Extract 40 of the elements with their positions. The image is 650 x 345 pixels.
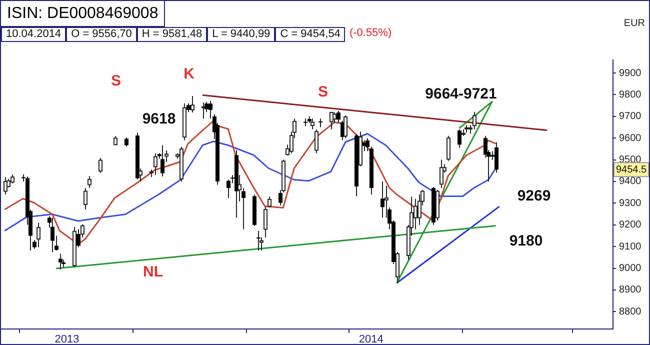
candlestick — [256, 230, 260, 251]
candlestick — [58, 253, 62, 270]
y-tick-label: 9300 — [619, 198, 642, 209]
y-tick-label: 9100 — [619, 241, 642, 252]
candlestick — [458, 128, 462, 148]
chart-title: ISIN: DE0008469008 — [7, 4, 158, 22]
x-tick-label: 2014 — [358, 334, 384, 345]
y-tick-label: 9400 — [619, 176, 642, 188]
y-tick-label: 9600 — [619, 132, 642, 144]
text: C = 9454,54 — [275, 27, 346, 42]
candlestick — [380, 180, 384, 218]
text: (-0.55%) — [348, 27, 393, 41]
candlestick — [494, 142, 498, 174]
text: O = 9556,70 — [66, 27, 137, 42]
annotation: NL — [143, 264, 163, 280]
y-tick-label: 9200 — [619, 220, 642, 231]
y-tick-label: 9500 — [619, 154, 642, 166]
candlestick — [318, 118, 322, 128]
candlestick — [50, 217, 54, 253]
text: L = 9440,99 — [207, 27, 276, 42]
annotation: S — [318, 84, 328, 100]
annotation: 9454.5 — [616, 164, 648, 176]
annotation: 9664-9721 — [425, 86, 497, 102]
y-tick-label: 8800 — [619, 306, 642, 318]
y-tick-label: 8900 — [619, 284, 642, 296]
y-tick-label: 9700 — [619, 111, 642, 122]
annotation: 9618 — [142, 110, 176, 128]
y-axis-title: EUR — [624, 18, 645, 29]
text: 10.04.2014 — [1, 27, 66, 42]
annotation: 9180 — [509, 232, 543, 250]
y-tick-label: 9900 — [619, 68, 642, 79]
annotation: K — [184, 66, 194, 82]
annotation: S — [110, 72, 122, 90]
y-tick-label: 9000 — [619, 263, 642, 274]
annotation: 9269 — [517, 188, 551, 204]
candlestick — [160, 144, 164, 177]
x-tick-label: 2013 — [54, 334, 80, 345]
candlestick — [226, 179, 230, 198]
text: H = 9581,48 — [136, 27, 208, 42]
y-tick-label: 9800 — [619, 89, 642, 100]
